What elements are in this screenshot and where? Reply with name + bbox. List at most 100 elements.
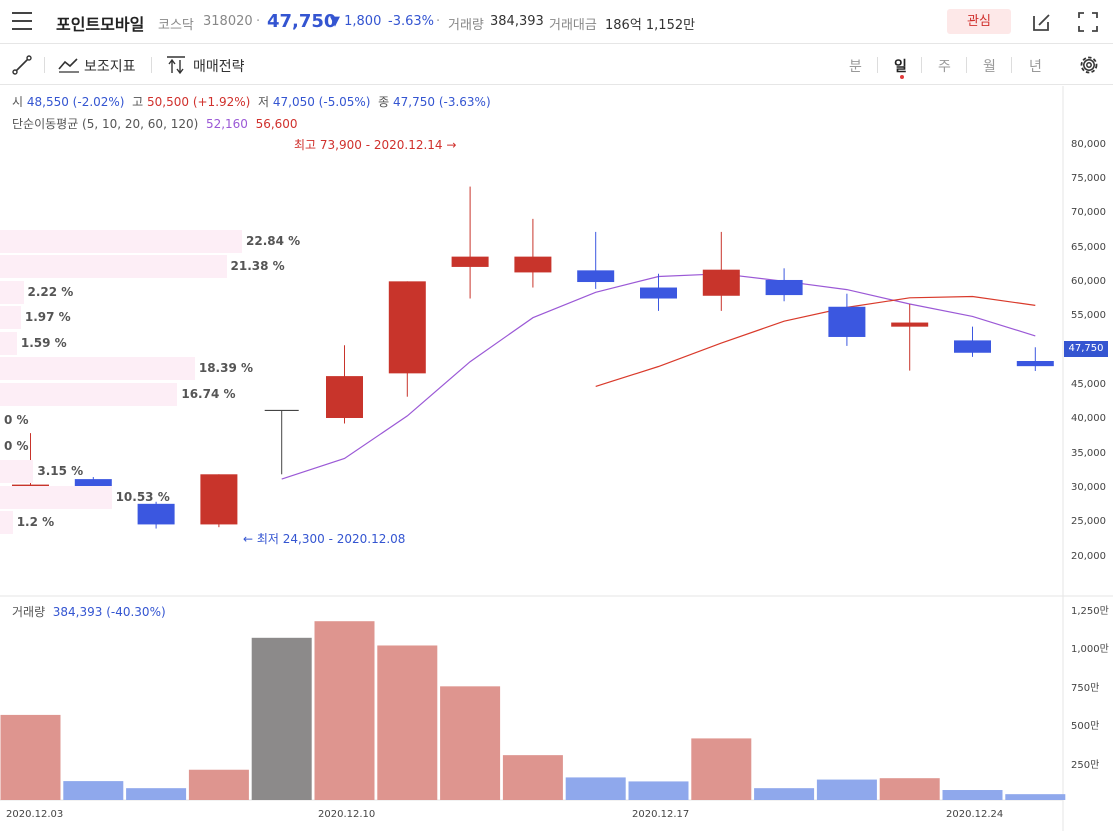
volume-profile-label: 16.74 % (181, 387, 236, 401)
period-tab-week[interactable]: 주 (938, 59, 951, 75)
candle-body (514, 256, 552, 273)
candle-body (765, 279, 803, 296)
candle-body (702, 269, 740, 296)
volume-profile-label: 0 % (4, 413, 29, 427)
volume-profile-bar (0, 281, 24, 304)
volume-bar (879, 778, 940, 800)
divider (921, 57, 922, 73)
volume-profile-label: 3.15 % (37, 464, 84, 478)
price-change-pct: -3.63% (388, 14, 434, 29)
price-axis-label: 45,000 (1071, 379, 1106, 391)
volume-bar (691, 738, 752, 800)
stock-name: 포인트모바일 (56, 15, 145, 34)
candle-body (451, 256, 489, 267)
volume-profile-label: 21.38 % (230, 259, 285, 273)
moving-average-info: 단순이동평균 (5, 10, 20, 60, 120) 52,160 56,60… (12, 115, 298, 132)
volume-profile-label: 18.39 % (198, 361, 254, 375)
candle-body (137, 503, 175, 525)
volume-bar (942, 790, 1003, 800)
current-price: 47,750 (267, 11, 337, 32)
price-axis-label: 35,000 (1071, 447, 1106, 459)
volume-bar (440, 686, 501, 800)
date-label: 2020.12.10 (318, 809, 376, 820)
stock-chart[interactable] (0, 86, 1113, 831)
period-tab-minute[interactable]: 분 (849, 59, 862, 75)
volume-profile-bar (0, 486, 112, 509)
period-tab-day[interactable]: 일 (894, 59, 907, 75)
divider (1011, 57, 1012, 73)
volume-bar (816, 779, 877, 800)
volume-panel-value: 384,393 (-40.30%) (52, 605, 166, 619)
volume-bar (1005, 794, 1066, 800)
high-value: 50,500 (+1.92%) (147, 95, 251, 109)
candle-body (577, 270, 615, 283)
low-annotation: ← 최저 24,300 - 2020.12.08 (243, 532, 406, 546)
volume-profile-label: 0 % (4, 439, 29, 453)
volume-profile-bar (0, 332, 17, 355)
volume-profile-label: 1.59 % (20, 336, 67, 350)
volume-profile-bar (0, 511, 13, 534)
separator-dot: · (436, 14, 441, 29)
favorite-button[interactable]: 관심 (947, 9, 1011, 34)
menu-icon[interactable] (12, 12, 32, 30)
volume-panel-label: 거래량 (12, 605, 46, 619)
strategy-button[interactable]: 매매전략 (193, 59, 245, 75)
trade-amount-label: 거래대금 (549, 18, 597, 33)
trade-strategy-icon[interactable] (165, 55, 187, 75)
candle-body (891, 322, 929, 327)
candle-body (388, 281, 426, 374)
current-price-tag: 47,750 (1064, 341, 1108, 357)
ma5-value: 52,160 (205, 117, 248, 131)
volume-axis-label: 1,000만 (1071, 644, 1109, 656)
ohlc-info: 시 48,550 (-2.02%) 고 50,500 (+1.92%) 저 47… (12, 93, 491, 110)
high-label: 고 (132, 95, 144, 109)
period-tab-month[interactable]: 월 (983, 59, 996, 75)
indicator-button[interactable]: 보조지표 (84, 59, 136, 75)
volume-bar (126, 788, 187, 800)
volume-bar (565, 777, 626, 800)
indicator-icon[interactable] (58, 56, 80, 74)
volume-bar (754, 788, 815, 800)
volume-bar (0, 714, 61, 800)
volume-panel-info: 거래량 384,393 (-40.30%) (12, 603, 166, 620)
volume-bar (628, 781, 689, 800)
stock-header: 포인트모바일 코스닥 318020 · 47,750 ▼ 1,800 -3.63… (0, 0, 1113, 44)
low-label: 저 (258, 95, 270, 109)
price-axis-label: 65,000 (1071, 241, 1106, 253)
volume-profile-bar (0, 460, 34, 483)
volume-profile-label: 10.53 % (115, 490, 170, 504)
candle-body (200, 474, 238, 525)
stock-code: 318020 (203, 14, 253, 29)
price-axis-label: 25,000 (1071, 516, 1106, 528)
settings-gear-icon[interactable] (1078, 54, 1100, 76)
low-value: 47,050 (-5.05%) (272, 95, 371, 109)
volume-bar (314, 621, 375, 800)
candle-body (828, 306, 866, 337)
divider (44, 57, 45, 73)
date-label: 2020.12.24 (946, 809, 1004, 820)
volume-profile-bar (0, 255, 227, 278)
volume-axis-label: 750만 (1071, 682, 1100, 694)
candle-body (640, 287, 677, 299)
edit-icon[interactable] (1031, 11, 1053, 33)
volume-profile-bar (0, 357, 195, 380)
price-axis-label: 20,000 (1071, 550, 1106, 562)
price-axis-label: 60,000 (1071, 276, 1106, 288)
volume-bar (63, 781, 124, 800)
draw-line-icon[interactable] (12, 55, 32, 75)
volume-profile-label: 1.97 % (24, 310, 71, 324)
price-axis-label: 40,000 (1071, 413, 1106, 425)
volume-profile-bar (0, 383, 178, 406)
date-label: 2020.12.17 (632, 809, 690, 820)
ma-label: 단순이동평균 (5, 10, 20, 60, 120) (12, 117, 199, 131)
volume-axis-label: 500만 (1071, 721, 1100, 733)
volume-bar (502, 755, 563, 800)
close-value: 47,750 (-3.63%) (393, 95, 491, 109)
period-tab-year[interactable]: 년 (1029, 59, 1042, 75)
price-change: ▼ 1,800 (330, 14, 382, 29)
fullscreen-icon[interactable] (1078, 12, 1098, 32)
volume-profile-label: 22.84 % (246, 234, 301, 248)
price-axis-label: 30,000 (1071, 482, 1106, 494)
separator-dot: · (256, 14, 261, 29)
volume-value: 384,393 (490, 14, 544, 29)
